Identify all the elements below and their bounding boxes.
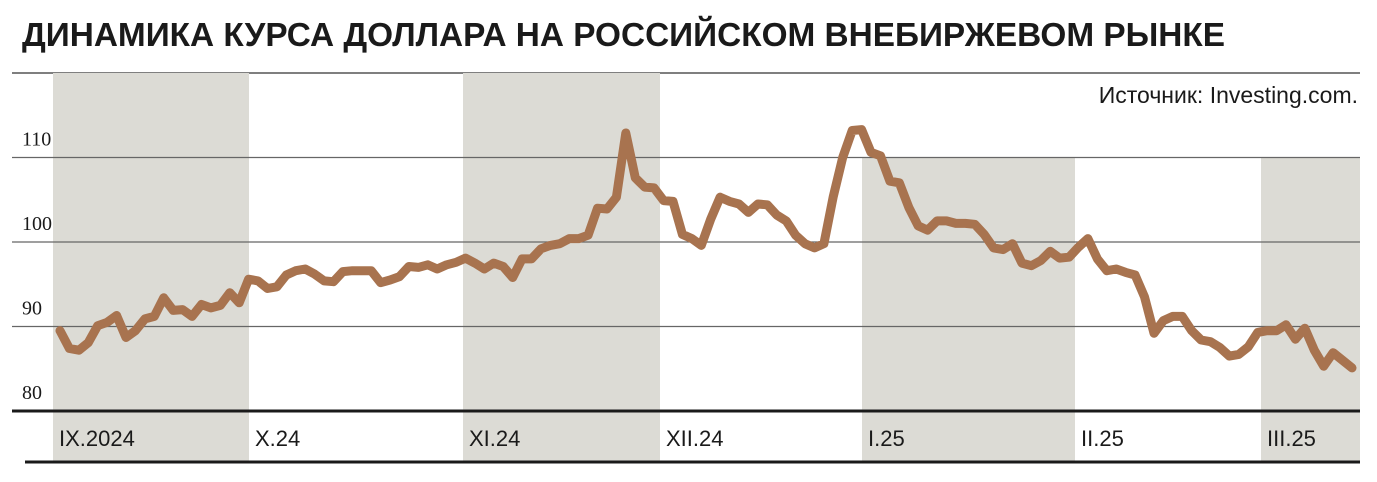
y-tick-label: 110 [22, 129, 51, 151]
x-tick-label: XI.24 [469, 426, 520, 451]
source: Источник: Investing.com. [1099, 82, 1358, 108]
x-tick-label: XII.24 [666, 426, 723, 451]
month-band [862, 157, 1075, 462]
x-tick-label: X.24 [255, 426, 300, 451]
series-line [55, 125, 1357, 373]
x-tick-label: I.25 [868, 426, 905, 451]
y-tick-label: 100 [22, 213, 52, 235]
chart-title: ДИНАМИКА КУРСА ДОЛЛАРА НА РОССИЙСКОМ ВНЕ… [22, 15, 1225, 53]
x-tick-label: IX.2024 [59, 426, 135, 451]
x-tick-label: II.25 [1081, 426, 1124, 451]
y-tick-label: 90 [22, 298, 42, 320]
month-band [53, 73, 249, 462]
x-tick-label: III.25 [1267, 426, 1316, 451]
y-tick-label: 80 [22, 382, 42, 404]
month-band [1261, 157, 1360, 462]
